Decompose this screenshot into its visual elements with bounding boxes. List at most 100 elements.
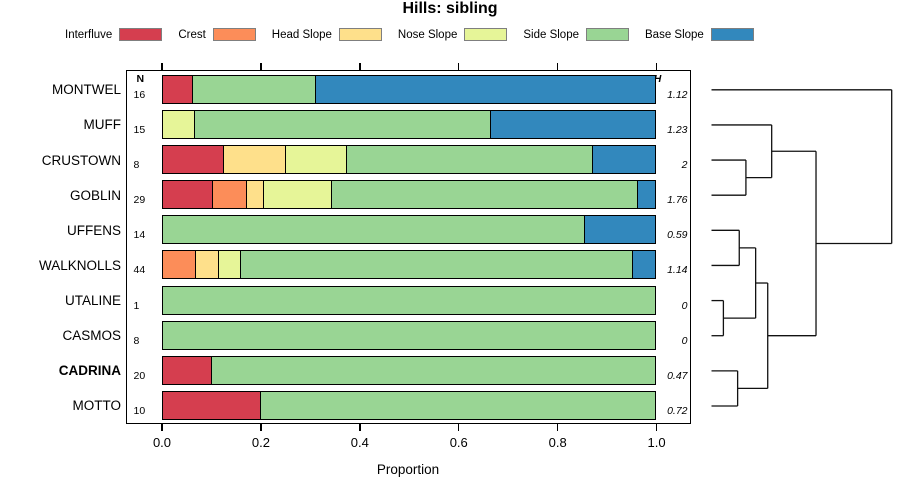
legend-swatch: [119, 28, 163, 41]
legend-swatch: [586, 28, 629, 41]
row-n-value: 29: [133, 194, 146, 207]
legend-swatch: [710, 28, 754, 41]
chart-title: Hills: sibling: [402, 0, 498, 17]
legend-label: Interfluve: [65, 28, 113, 41]
row-n-value: 8: [133, 159, 140, 172]
bar-segment: [211, 356, 656, 384]
legend-item: Side Slope: [523, 28, 629, 41]
x-tick-top: [655, 63, 658, 70]
bar-row: [161, 355, 657, 385]
x-axis-label: Proportion: [376, 462, 440, 477]
bar-segment: [162, 356, 212, 384]
h-column-header: H: [653, 72, 662, 85]
bar-segment: [264, 181, 333, 209]
row-h-value: 1.76: [667, 194, 688, 207]
row-label: MONTWEL: [52, 82, 121, 98]
bar-segment: [218, 251, 241, 279]
x-tick-bottom: [655, 424, 658, 431]
x-tick-label: 1.0: [647, 435, 666, 450]
bar-segment: [162, 75, 194, 103]
bar-row: [161, 74, 657, 104]
bar-segment: [593, 146, 656, 174]
x-tick-bottom: [161, 424, 163, 431]
row-h-value: 1.23: [667, 123, 688, 136]
row-h-value: 0.72: [667, 404, 688, 417]
bar-row: [161, 180, 657, 210]
row-h-value: 0: [681, 299, 688, 312]
row-label: CADRINA: [58, 363, 121, 379]
bar-row: [161, 285, 657, 315]
row-label: UTALINE: [64, 293, 121, 309]
legend-label: Head Slope: [271, 28, 332, 41]
row-n-value: 44: [133, 264, 146, 277]
row-h-value: 2: [681, 159, 688, 172]
legend-item: Interfluve: [65, 28, 163, 41]
legend-item: Head Slope: [272, 28, 382, 41]
row-h-value: 0: [681, 334, 688, 347]
bar-segment: [162, 286, 656, 314]
bar-segment: [162, 146, 225, 174]
x-tick-top: [161, 63, 163, 70]
row-n-value: 1: [133, 299, 140, 312]
bar-row: [161, 250, 657, 280]
bar-segment: [162, 391, 262, 419]
row-n-value: 15: [133, 123, 146, 136]
x-tick-bottom: [260, 424, 262, 431]
x-tick-label: 0.0: [152, 435, 172, 450]
bar-row: [161, 145, 657, 175]
x-tick-bottom: [359, 424, 361, 431]
bar-segment: [638, 181, 656, 209]
bar-segment: [347, 146, 594, 174]
row-n-value: 10: [133, 404, 146, 417]
legend-item: Crest: [178, 28, 256, 41]
x-tick-bottom: [458, 424, 460, 431]
x-tick-label: 0.4: [350, 435, 369, 450]
bar-segment: [490, 110, 656, 138]
legend-label: Crest: [178, 28, 206, 41]
row-label: MOTTO: [72, 398, 122, 414]
bar-segment: [162, 251, 197, 279]
bar-segment: [162, 321, 656, 349]
bar-segment: [584, 216, 656, 244]
row-h-value: 1.12: [667, 88, 688, 101]
row-h-value: 0.47: [667, 369, 688, 382]
legend-item: Nose Slope: [397, 28, 508, 41]
bar-segment: [162, 110, 196, 138]
legend: Interfluve Crest Head Slope Nose Slope Side …: [65, 28, 754, 41]
bar-row: [161, 215, 657, 245]
row-label: UFFENS: [67, 222, 121, 238]
row-h-value: 1.14: [667, 264, 688, 277]
row-label: MUFF: [83, 117, 122, 133]
row-n-value: 16: [133, 88, 146, 101]
x-tick-label: 0.8: [548, 435, 567, 450]
bar-segment: [193, 75, 317, 103]
row-n-value: 14: [133, 229, 146, 242]
bar-segment: [285, 146, 348, 174]
bar-segment: [213, 181, 248, 209]
row-label: CRUSTOWN: [41, 152, 121, 168]
x-tick-bottom: [556, 424, 559, 431]
bar-segment: [316, 75, 656, 103]
row-label: GOBLIN: [69, 187, 121, 203]
bar-segment: [195, 110, 491, 138]
row-label: CASMOS: [62, 328, 121, 344]
bar-segment: [632, 251, 656, 279]
bar-segment: [247, 181, 265, 209]
x-tick-label: 0.2: [251, 435, 270, 450]
legend-label: Base Slope: [645, 28, 704, 41]
dendrogram: [711, 89, 893, 407]
legend-label: Nose Slope: [397, 28, 458, 41]
legend-label: Side Slope: [523, 28, 579, 41]
n-column-header: N: [136, 72, 145, 85]
bar-segment: [261, 391, 656, 419]
x-tick-top: [359, 63, 361, 70]
x-tick-top: [260, 63, 262, 70]
x-tick-label: 0.6: [449, 435, 468, 450]
x-tick-top: [556, 63, 559, 70]
bar-row: [161, 390, 657, 420]
bar-segment: [162, 181, 214, 209]
bar-segment: [240, 251, 633, 279]
bar-segment: [332, 181, 639, 209]
plot-area: N H 16 1.12 15 1.23 8 2 29 1.76 14 0.59 44 1.14 1 0 8 0 20…: [126, 70, 691, 424]
